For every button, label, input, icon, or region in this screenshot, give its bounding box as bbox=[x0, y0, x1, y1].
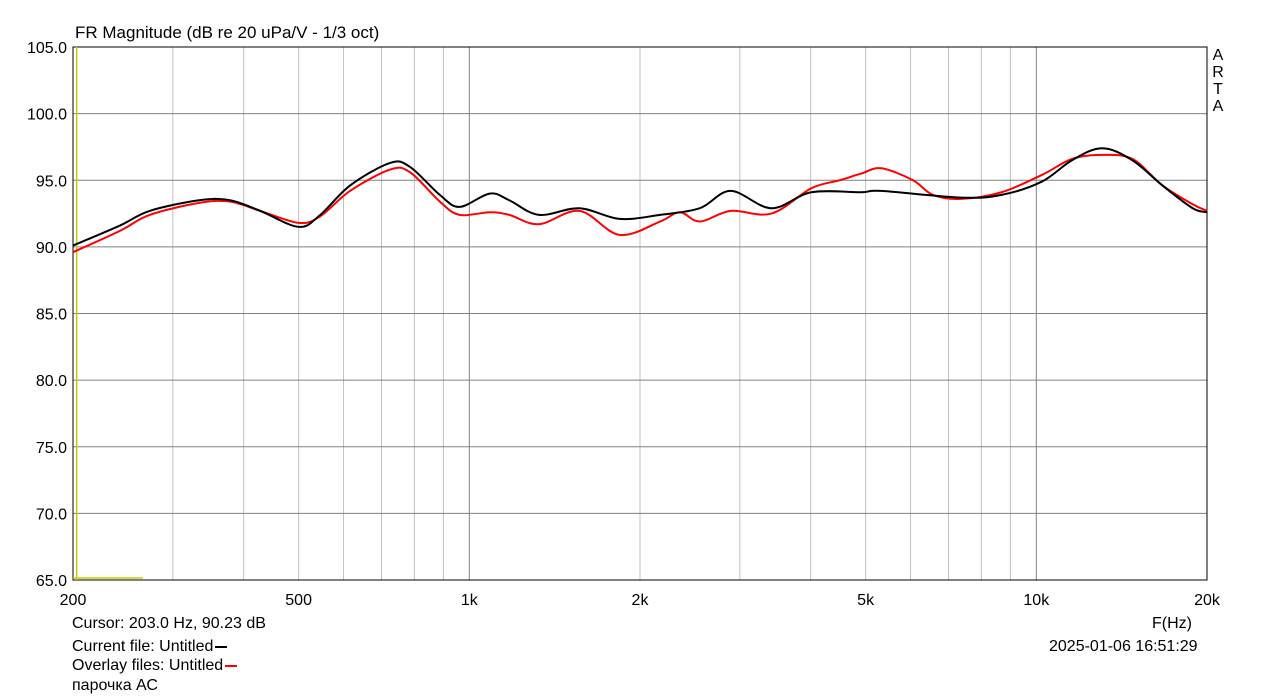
watermark-letter: R bbox=[1212, 64, 1224, 81]
watermark-letter: A bbox=[1212, 47, 1224, 64]
y-tick-label: 65.0 bbox=[36, 573, 67, 590]
y-tick-label: 75.0 bbox=[36, 440, 67, 457]
x-tick-label: 5k bbox=[857, 592, 875, 609]
x-tick-label: 20k bbox=[1194, 592, 1221, 609]
x-axis-label: F(Hz) bbox=[1152, 615, 1192, 632]
note: парочка АС bbox=[72, 677, 158, 694]
y-tick-label: 80.0 bbox=[36, 373, 67, 390]
overlay-files: Overlay files: Untitled bbox=[72, 657, 238, 675]
y-tick-label: 100.0 bbox=[27, 107, 67, 124]
watermark-letter: T bbox=[1213, 81, 1223, 98]
datetime: 2025-01-06 16:51:29 bbox=[1049, 638, 1198, 655]
overlay-curve bbox=[72, 153, 1208, 254]
chart-title: FR Magnitude (dB re 20 uPa/V - 1/3 oct) bbox=[75, 23, 380, 42]
x-tick-label: 10k bbox=[1023, 592, 1050, 609]
y-tick-label: 90.0 bbox=[36, 240, 67, 257]
current-file-curve bbox=[72, 147, 1208, 247]
x-tick-label: 1k bbox=[461, 592, 479, 609]
watermark-letter: A bbox=[1212, 98, 1224, 115]
current-file: Current file: Untitled bbox=[72, 638, 228, 656]
x-tick-label: 500 bbox=[285, 592, 312, 609]
x-tick-label: 200 bbox=[60, 592, 87, 609]
y-tick-label: 105.0 bbox=[27, 40, 67, 57]
y-tick-label: 95.0 bbox=[36, 173, 67, 190]
y-tick-label: 85.0 bbox=[36, 307, 67, 324]
y-tick-label: 70.0 bbox=[36, 506, 67, 523]
cursor-readout: Cursor: 203.0 Hz, 90.23 dB bbox=[72, 615, 266, 632]
plot-frame bbox=[72, 46, 1208, 581]
x-tick-label: 2k bbox=[632, 592, 650, 609]
